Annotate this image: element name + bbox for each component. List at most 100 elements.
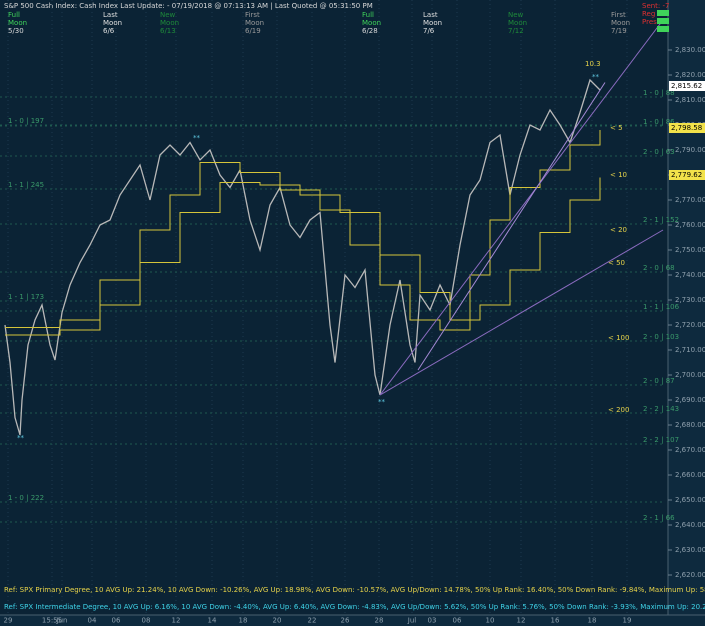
- level-label: 2 - 0 | 87: [643, 377, 675, 385]
- annotation: < 100: [608, 334, 629, 342]
- moon-phase-line2: Moon: [423, 19, 442, 27]
- x-tick-label: 14: [208, 617, 217, 625]
- series-line: [4, 78, 601, 436]
- price-axis-panel: [668, 0, 705, 626]
- level-label: 1 - 0 | 197: [8, 117, 44, 125]
- moon-phase-line2: Moon: [245, 19, 264, 27]
- header-title: S&P 500 Cash Index: Cash Index Last Upda…: [4, 2, 373, 10]
- moon-phase-date: 6/6: [103, 27, 115, 35]
- moon-phase-date: 6/13: [160, 27, 176, 35]
- series-line: [417, 82, 606, 371]
- x-tick-label: 10: [486, 617, 495, 625]
- plot-area: 1 - 0 | 197 1 - 1 | 245 1 - 1 | 173 1 - 0 |…: [0, 0, 680, 615]
- x-tick-label: 03: [428, 617, 437, 625]
- y-tick-label: 2,650.00: [675, 496, 705, 504]
- x-tick-label: 16: [551, 617, 560, 625]
- y-tick-label: 2,630.00: [675, 546, 705, 554]
- moon-phase-line1: New: [160, 11, 176, 19]
- y-tick-label: 2,640.00: [675, 521, 705, 529]
- wave-marker: **: [193, 134, 201, 142]
- moon-phase-line1: Last: [103, 11, 118, 19]
- moon-phase-line2: Moon: [160, 19, 179, 27]
- status-label: Pres: [642, 18, 657, 26]
- y-tick-label: 2,690.00: [675, 396, 705, 404]
- moon-phase-line1: First: [245, 11, 260, 19]
- footer-line: Ref: SPX Primary Degree, 10 AVG Up: 21.2…: [4, 586, 705, 594]
- x-tick-label: 18: [588, 617, 597, 625]
- moon-phase-line2: Moon: [103, 19, 122, 27]
- level-label: 1 - 1 | 245: [8, 181, 44, 189]
- price-flag-label: 2,779.62: [671, 171, 702, 179]
- status-label: Reg: [642, 10, 655, 18]
- moon-phase-line2: Moon: [8, 19, 27, 27]
- y-tick-label: 2,810.00: [675, 96, 705, 104]
- price-flag: [669, 123, 705, 133]
- y-tick-label: 2,770.00: [675, 196, 705, 204]
- y-tick-label: 2,760.00: [675, 221, 705, 229]
- moon-phase-line1: Last: [423, 11, 438, 19]
- level-label: 2 - 1 | 66: [643, 514, 675, 522]
- price-flag-label: 2,798.58: [671, 124, 702, 132]
- x-tick-label: 29: [4, 617, 13, 625]
- y-tick-label: 2,720.00: [675, 321, 705, 329]
- x-tick-label: Jul: [407, 617, 417, 625]
- y-tick-label: 2,670.00: [675, 446, 705, 454]
- level-label: 2 - 2 | 143: [643, 405, 679, 413]
- moon-phase-line1: Full: [362, 11, 374, 19]
- x-tick-label: 06: [453, 617, 462, 625]
- x-tick-label: 22: [308, 617, 317, 625]
- y-tick-label: 2,730.00: [675, 296, 705, 304]
- x-tick-label: 06: [112, 617, 121, 625]
- moon-phase-line1: New: [508, 11, 524, 19]
- y-tick-label: 2,740.00: [675, 271, 705, 279]
- moon-phase-line2: Moon: [362, 19, 381, 27]
- moon-phase-line2: Moon: [508, 19, 527, 27]
- x-tick-label: 08: [142, 617, 151, 625]
- level-label: 2 - 0 | 68: [643, 264, 675, 272]
- status-box: [657, 10, 669, 16]
- level-label: 1 - 0 | 86: [643, 118, 675, 126]
- annotation: 10.3: [585, 60, 601, 68]
- time-axis-panel: [0, 615, 705, 626]
- y-tick-label: 2,680.00: [675, 421, 705, 429]
- y-tick-label: 2,790.00: [675, 146, 705, 154]
- moon-phase-line1: First: [611, 11, 626, 19]
- y-tick-label: 2,620.00: [675, 571, 705, 579]
- annotation: < 5: [610, 124, 623, 132]
- moon-phase-line1: Full: [8, 11, 20, 19]
- series-line: [379, 229, 664, 396]
- y-tick-label: 2,820.00: [675, 71, 705, 79]
- moon-phase-date: 5/30: [8, 27, 24, 35]
- x-tick-label: 12: [172, 617, 181, 625]
- level-label: 2 - 0 | 63: [643, 148, 675, 156]
- annotation: < 20: [610, 226, 627, 234]
- y-tick-label: 2,830.00: [675, 46, 705, 54]
- level-label: 1 - 1 | 173: [8, 293, 44, 301]
- level-label: 1 - 0 | 222: [8, 494, 44, 502]
- moving-average: [5, 130, 601, 331]
- status-box: [657, 18, 669, 24]
- x-tick-label: Jun: [56, 617, 68, 625]
- wave-marker: **: [592, 73, 600, 81]
- annotation: < 200: [608, 406, 629, 414]
- moon-phase-date: 7/19: [611, 27, 627, 35]
- y-tick-label: 2,710.00: [675, 346, 705, 354]
- wave-marker: **: [378, 398, 386, 406]
- x-tick-label: 26: [341, 617, 350, 625]
- moon-phase-line2: Moon: [611, 19, 630, 27]
- annotation: < 10: [610, 171, 627, 179]
- moon-phase-date: 7/6: [423, 27, 435, 35]
- x-tick-label: 28: [375, 617, 384, 625]
- level-label: 1 - 0 | 88: [643, 89, 675, 97]
- y-tick-label: 2,660.00: [675, 471, 705, 479]
- wave-marker: **: [17, 434, 25, 442]
- x-tick-label: 18: [239, 617, 248, 625]
- price-flag-label: 2,815.62: [671, 82, 702, 90]
- moon-phase-date: 6/19: [245, 27, 261, 35]
- status-box: [657, 26, 669, 32]
- x-tick-label: 12: [517, 617, 526, 625]
- x-tick-label: 04: [88, 617, 97, 625]
